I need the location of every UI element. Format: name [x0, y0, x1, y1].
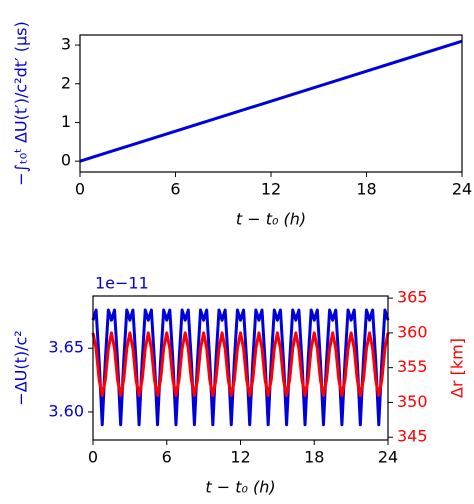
y2-tick-label: 350 [397, 392, 428, 411]
x-tick-label: 0 [75, 180, 85, 199]
y-axis-label: −ΔU(t)/c² [12, 330, 31, 405]
data-line [91, 331, 390, 397]
y-tick-label: 3 [61, 35, 71, 54]
x-tick-label: 6 [162, 448, 172, 467]
x-tick-label: 6 [170, 180, 180, 199]
y-tick-label: 1 [61, 112, 71, 131]
x-tick-label: 12 [261, 180, 281, 199]
y2-tick-label: 365 [397, 288, 428, 307]
y-tick-label: 0 [61, 151, 71, 170]
offset-text: 1e−11 [95, 274, 149, 293]
x-tick-label: 12 [230, 448, 250, 467]
y2-axis-label: Δr [km] [448, 338, 467, 398]
x-axis-label: t − t₀ (h) [236, 210, 306, 229]
data-line [79, 39, 463, 163]
x-axis-label: t − t₀ (h) [205, 478, 275, 497]
y2-tick-label: 360 [397, 322, 428, 341]
y-tick-label: 3.65 [48, 338, 84, 357]
x-tick-label: 24 [378, 448, 398, 467]
x-tick-label: 18 [356, 180, 376, 199]
y-tick-label: 3.60 [48, 401, 84, 420]
x-tick-label: 18 [304, 448, 324, 467]
x-tick-label: 0 [88, 448, 98, 467]
data-line [91, 308, 390, 427]
y-axis-label: −∫ₜ₀ᵗ ΔU(t′)/c²dt′ (μs) [12, 21, 31, 185]
y-tick-label: 2 [61, 73, 71, 92]
y2-tick-label: 355 [397, 357, 428, 376]
y2-tick-label: 345 [397, 427, 428, 446]
x-tick-label: 24 [452, 180, 472, 199]
axes-frame [79, 34, 463, 173]
